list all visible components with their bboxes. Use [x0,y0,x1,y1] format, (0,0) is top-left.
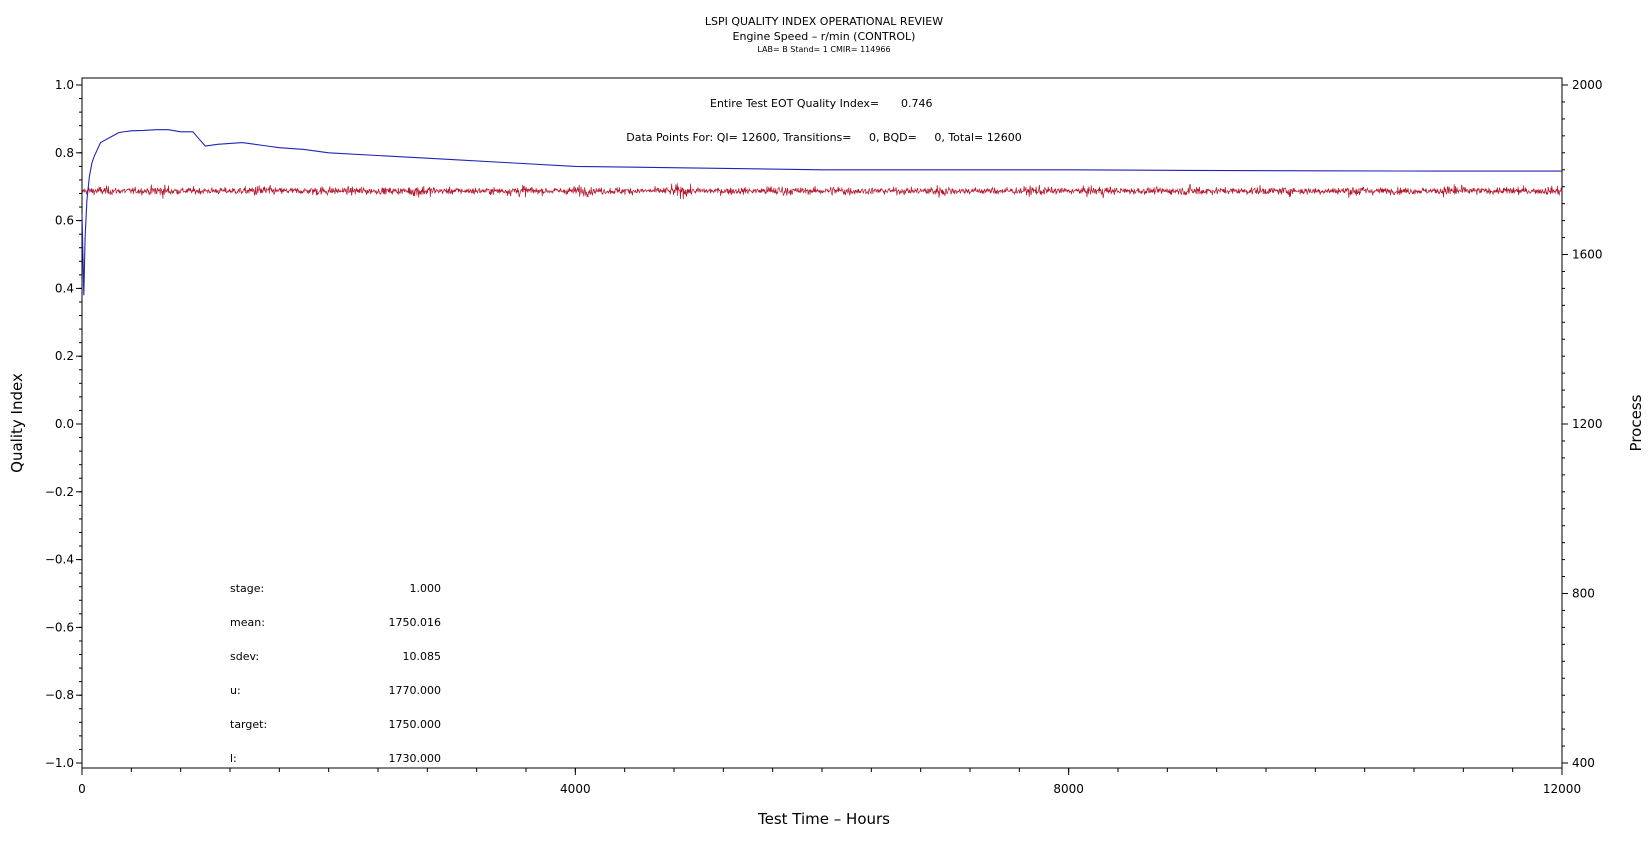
eot-quality-value: 0.746 [901,97,933,110]
y-tick-label: −0.2 [45,485,74,499]
x-tick-label: 4000 [560,782,591,796]
stat-value: 1730.000 [389,752,442,765]
stat-value: 1750.000 [389,718,442,731]
x-axis: 0 4000 8000 12000 [78,768,1581,796]
stat-label: l: [230,752,237,765]
stat-value: 1.000 [410,582,442,595]
y2-tick-label: 800 [1572,587,1595,601]
y-tick-label: −0.4 [45,553,74,567]
x-tick-label: 12000 [1543,782,1581,796]
left-axis: 1.0 0.8 0.6 0.4 0.2 0.0 −0.2 −0.4 −0.6 −0.8 −1.0 [45,78,82,770]
chart-info: LAB= B Stand= 1 CMIR= 114966 [757,45,890,54]
y-tick-label: −1.0 [45,756,74,770]
y2-tick-label: 2000 [1572,78,1603,92]
x-tick-label: 8000 [1053,782,1084,796]
y-tick-label: 1.0 [55,78,74,92]
stat-label: sdev: [230,650,259,663]
y-tick-label: 0.0 [55,417,74,431]
stat-value: 1750.016 [389,616,442,629]
stats-block: stage: 1.000 mean: 1750.016 sdev: 10.085 u: 177… [230,582,441,765]
stat-label: target: [230,718,267,731]
x-tick-label: 0 [78,782,86,796]
plot-frame [81,77,1563,769]
y2-tick-label: 1600 [1572,248,1603,262]
stat-label: u: [230,684,241,697]
stat-value: 1770.000 [389,684,442,697]
y2-axis-label: Process [1627,394,1645,451]
y2-tick-label: 1200 [1572,417,1603,431]
right-axis: 2000 1600 1200 800 400 [1562,78,1603,770]
y2-tick-label: 400 [1572,756,1595,770]
stat-label: stage: [230,582,264,595]
y-tick-label: −0.6 [45,620,74,634]
eot-quality-label: Entire Test EOT Quality Index= [710,97,879,110]
y-tick-label: 0.2 [55,349,74,363]
y-axis-label: Quality Index [8,373,26,473]
stat-value: 10.085 [403,650,442,663]
quality-index-series-line [81,129,1562,296]
y-tick-label: −0.8 [45,688,74,702]
process-series-line [81,183,1563,200]
x-axis-label: Test Time – Hours [757,810,890,828]
chart-title: LSPI QUALITY INDEX OPERATIONAL REVIEW [705,15,943,28]
chart-subtitle: Engine Speed – r/min (CONTROL) [733,30,916,43]
y-tick-label: 0.6 [55,214,74,228]
data-points-summary: Data Points For: QI= 12600, Transitions=… [626,131,1021,144]
y-tick-label: 0.4 [55,281,74,295]
y-tick-label: 0.8 [55,146,74,160]
stat-label: mean: [230,616,265,629]
